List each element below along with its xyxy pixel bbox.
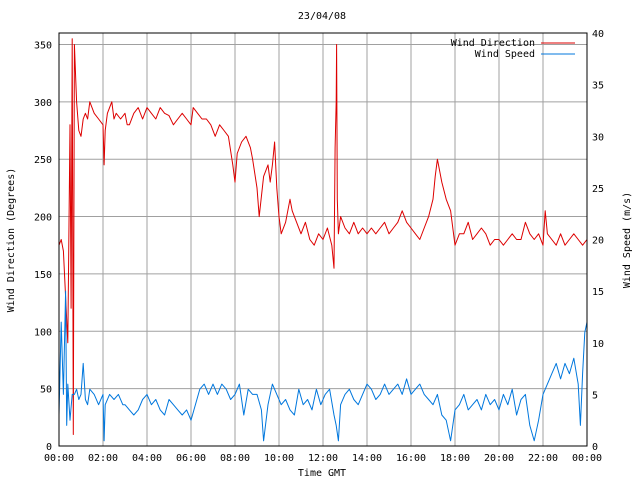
- chart-title: 23/04/08: [298, 11, 346, 22]
- y-tick-label-6: 300: [34, 98, 52, 109]
- y2-tick-label-1: 5: [592, 390, 598, 401]
- legend: Wind Direction Wind Speed: [451, 38, 575, 60]
- y-axis-title: Wind Direction (Degrees): [6, 168, 17, 313]
- y2-tick-label-4: 20: [592, 236, 604, 247]
- y2-tick-label-8: 40: [592, 29, 604, 40]
- x-tick-label-6: 12:00: [308, 453, 338, 464]
- y2-tick-label-7: 35: [592, 81, 604, 92]
- x-tick-label-9: 18:00: [440, 453, 470, 464]
- y-tick-label-4: 200: [34, 213, 52, 224]
- tick-labels: 00:00 02:00 04:00 06:00 08:00 10:00 12:00 14:00…: [34, 29, 604, 464]
- y2-tick-label-3: 15: [592, 287, 604, 298]
- x-tick-label-11: 22:00: [528, 453, 558, 464]
- y-tick-label-5: 250: [34, 155, 52, 166]
- x-tick-label-8: 16:00: [396, 453, 426, 464]
- grid: [59, 33, 587, 446]
- x-tick-label-2: 04:00: [132, 453, 162, 464]
- x-tick-label-12: 00:00: [572, 453, 602, 464]
- y2-tick-label-0: 0: [592, 442, 598, 453]
- y-tick-label-2: 100: [34, 327, 52, 338]
- x-tick-label-1: 02:00: [88, 453, 118, 464]
- series-line-wind-direction: [58, 38, 588, 435]
- x-tick-label-0: 00:00: [44, 453, 74, 464]
- y-tick-label-3: 150: [34, 270, 52, 281]
- legend-label-wind-speed: Wind Speed: [475, 49, 535, 60]
- y-tick-label-1: 50: [40, 385, 52, 396]
- x-tick-label-10: 20:00: [484, 453, 514, 464]
- y2-tick-label-2: 10: [592, 339, 604, 350]
- y2-tick-label-5: 25: [592, 184, 604, 195]
- y2-tick-label-6: 30: [592, 132, 604, 143]
- y2-axis-title: Wind Speed (m/s): [622, 192, 633, 288]
- legend-label-wind-direction: Wind Direction: [451, 38, 535, 49]
- x-tick-label-7: 14:00: [352, 453, 382, 464]
- series-layer: [58, 38, 588, 442]
- plot-frame: [58, 32, 588, 447]
- x-tick-label-3: 06:00: [176, 453, 206, 464]
- x-tick-label-4: 08:00: [220, 453, 250, 464]
- y-tick-label-7: 350: [34, 40, 52, 51]
- y-tick-label-0: 0: [46, 442, 52, 453]
- x-tick-label-5: 10:00: [264, 453, 294, 464]
- series-line-wind-speed: [58, 290, 588, 442]
- x-axis-title: Time GMT: [298, 468, 346, 479]
